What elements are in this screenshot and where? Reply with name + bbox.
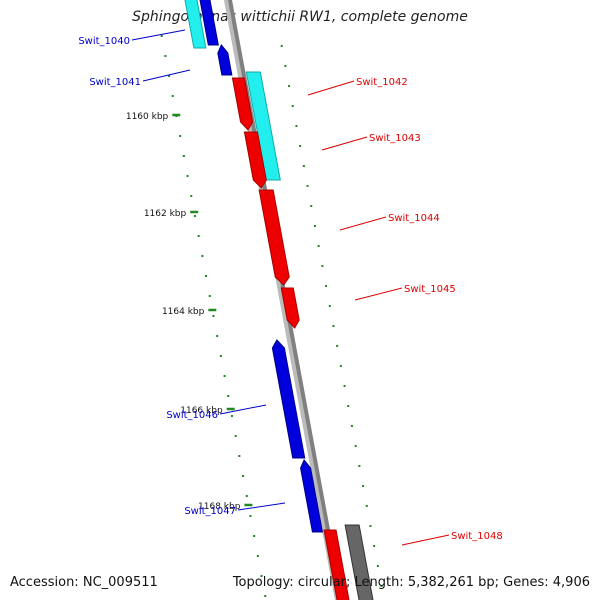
map-title: Sphingomonas wittichii RW1, complete gen… <box>132 9 468 25</box>
swit-1040-feature <box>199 0 219 46</box>
swit-1046-feature <box>271 339 306 459</box>
topology-value: circular <box>297 575 346 590</box>
swit-1044-feature <box>258 189 290 286</box>
gene-leader-line <box>321 136 368 151</box>
gene-label: Swit_1041 <box>89 77 141 88</box>
gene-label: Swit_1047 <box>184 506 236 517</box>
swit-1048-gray-feature <box>344 524 374 600</box>
gene-leader-line <box>354 287 403 301</box>
accession-label: Accession: <box>10 575 79 590</box>
gene-leader-line <box>339 216 387 231</box>
gene-leader-line <box>219 404 267 415</box>
swit-1047-feature <box>300 459 324 533</box>
accession-line: Accession: NC_009511 <box>10 575 158 590</box>
kbp-tick-label: 1162 kbp <box>144 209 187 219</box>
kbp-tick-label: 1166 kbp <box>180 406 223 416</box>
gene-label: Swit_1044 <box>388 213 440 224</box>
gene-label: Swit_1048 <box>451 531 503 542</box>
gene-leader-line <box>401 534 450 546</box>
gene-leader-line <box>131 29 186 41</box>
swit-1043-feature <box>243 131 267 189</box>
kbp-tick-label: 1160 kbp <box>126 112 169 122</box>
gene-leader-line <box>142 69 191 82</box>
topology-label: Topology: <box>232 575 294 590</box>
genes-value: 4,906 <box>552 575 590 590</box>
genome-summary: Topology: circular; Length: 5,382,261 bp… <box>232 575 590 590</box>
swit-1041-feature <box>217 44 233 76</box>
gene-leader-line <box>237 502 286 511</box>
swit-1042-feature <box>231 77 254 131</box>
gene-label: Swit_1043 <box>369 133 421 144</box>
accession-value: NC_009511 <box>82 575 158 590</box>
gene-label: Swit_1040 <box>78 36 130 47</box>
length-value: 5,382,261 bp <box>407 575 495 590</box>
kbp-tick-label: 1168 kbp <box>198 502 241 512</box>
gene-label: Swit_1045 <box>404 284 456 295</box>
swit-1040-cyan-feature <box>184 0 207 49</box>
swit-1045-feature <box>280 287 300 329</box>
swit-1048-feature <box>323 529 350 600</box>
gene-label: Swit_1042 <box>356 77 408 88</box>
gene-leader-line <box>307 80 355 96</box>
kbp-tick-label: 1164 kbp <box>162 307 205 317</box>
genes-label: Genes: <box>503 575 549 590</box>
length-label: Length: <box>354 575 404 590</box>
gene-label: Swit_1046 <box>166 410 218 421</box>
